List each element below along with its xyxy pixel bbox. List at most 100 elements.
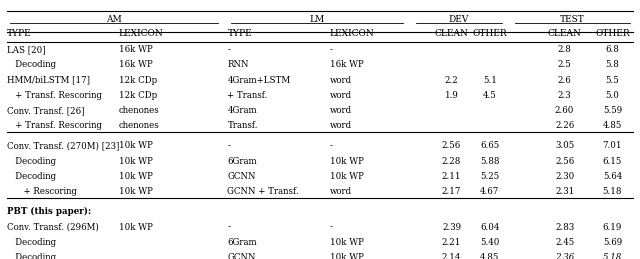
Text: 3.05: 3.05 — [555, 141, 574, 150]
Text: Conv. Transf. (270M) [23]: Conv. Transf. (270M) [23] — [7, 141, 120, 150]
Text: + Transf. Rescoring: + Transf. Rescoring — [7, 91, 102, 100]
Text: CLEAN: CLEAN — [435, 28, 468, 38]
Text: 12k CDp: 12k CDp — [119, 91, 157, 100]
Text: 10k WP: 10k WP — [119, 141, 153, 150]
Text: 2.31: 2.31 — [555, 187, 574, 196]
Text: 7.01: 7.01 — [603, 141, 622, 150]
Text: 10k WP: 10k WP — [330, 253, 364, 259]
Text: 2.36: 2.36 — [555, 253, 574, 259]
Text: 5.8: 5.8 — [605, 60, 620, 69]
Text: 2.6: 2.6 — [557, 76, 572, 84]
Text: 2.26: 2.26 — [555, 121, 574, 130]
Text: chenones: chenones — [119, 121, 159, 130]
Text: 2.45: 2.45 — [555, 238, 574, 247]
Text: 4Gram: 4Gram — [227, 106, 257, 115]
Text: 2.56: 2.56 — [442, 141, 461, 150]
Text: 2.3: 2.3 — [558, 91, 572, 100]
Text: 5.18: 5.18 — [603, 187, 622, 196]
Text: -: - — [227, 141, 230, 150]
Text: 4Gram+LSTM: 4Gram+LSTM — [227, 76, 291, 84]
Text: 5.0: 5.0 — [605, 91, 620, 100]
Text: RNN: RNN — [227, 60, 249, 69]
Text: LM: LM — [309, 15, 324, 24]
Text: AM: AM — [106, 15, 122, 24]
Text: word: word — [330, 106, 352, 115]
Text: 4.5: 4.5 — [483, 91, 497, 100]
Text: -: - — [330, 141, 332, 150]
Text: Transf.: Transf. — [227, 121, 258, 130]
Text: 10k WP: 10k WP — [119, 187, 153, 196]
Text: 5.5: 5.5 — [605, 76, 620, 84]
Text: 4.85: 4.85 — [480, 253, 500, 259]
Text: 10k WP: 10k WP — [119, 172, 153, 181]
Text: -: - — [330, 222, 332, 232]
Text: 6.8: 6.8 — [605, 45, 620, 54]
Text: 6.15: 6.15 — [603, 157, 622, 166]
Text: 16k WP: 16k WP — [330, 60, 364, 69]
Text: 12k CDp: 12k CDp — [119, 76, 157, 84]
Text: Decoding: Decoding — [7, 172, 56, 181]
Text: 6.65: 6.65 — [480, 141, 499, 150]
Text: 5.88: 5.88 — [480, 157, 500, 166]
Text: 2.30: 2.30 — [555, 172, 574, 181]
Text: LEXICON: LEXICON — [119, 28, 164, 38]
Text: Decoding: Decoding — [7, 238, 56, 247]
Text: Decoding: Decoding — [7, 60, 56, 69]
Text: DEV: DEV — [449, 15, 469, 24]
Text: -: - — [330, 45, 332, 54]
Text: + Transf. Rescoring: + Transf. Rescoring — [7, 121, 102, 130]
Text: 10k WP: 10k WP — [330, 238, 364, 247]
Text: 6.19: 6.19 — [603, 222, 622, 232]
Text: word: word — [330, 121, 352, 130]
Text: TEST: TEST — [560, 15, 584, 24]
Text: 5.18: 5.18 — [603, 253, 622, 259]
Text: LEXICON: LEXICON — [330, 28, 374, 38]
Text: Conv. Transf. (296M): Conv. Transf. (296M) — [7, 222, 99, 232]
Text: 2.14: 2.14 — [442, 253, 461, 259]
Text: Conv. Transf. [26]: Conv. Transf. [26] — [7, 106, 84, 115]
Text: 2.5: 2.5 — [557, 60, 572, 69]
Text: chenones: chenones — [119, 106, 159, 115]
Text: HMM/biLSTM [17]: HMM/biLSTM [17] — [7, 76, 90, 84]
Text: 16k WP: 16k WP — [119, 45, 152, 54]
Text: 2.21: 2.21 — [442, 238, 461, 247]
Text: 2.8: 2.8 — [557, 45, 572, 54]
Text: GCNN + Transf.: GCNN + Transf. — [227, 187, 299, 196]
Text: OTHER: OTHER — [472, 28, 507, 38]
Text: -: - — [227, 45, 230, 54]
Text: Decoding: Decoding — [7, 157, 56, 166]
Text: GCNN: GCNN — [227, 172, 256, 181]
Text: 2.60: 2.60 — [555, 106, 574, 115]
Text: LAS [20]: LAS [20] — [7, 45, 45, 54]
Text: word: word — [330, 76, 352, 84]
Text: 6Gram: 6Gram — [227, 238, 257, 247]
Text: 4.67: 4.67 — [480, 187, 499, 196]
Text: OTHER: OTHER — [595, 28, 630, 38]
Text: 6Gram: 6Gram — [227, 157, 257, 166]
Text: 2.17: 2.17 — [442, 187, 461, 196]
Text: 2.28: 2.28 — [442, 157, 461, 166]
Text: 1.9: 1.9 — [445, 91, 458, 100]
Text: 10k WP: 10k WP — [330, 157, 364, 166]
Text: 5.69: 5.69 — [603, 238, 622, 247]
Text: 2.39: 2.39 — [442, 222, 461, 232]
Text: 6.04: 6.04 — [480, 222, 500, 232]
Text: 2.2: 2.2 — [445, 76, 458, 84]
Text: TYPE: TYPE — [7, 28, 32, 38]
Text: 5.64: 5.64 — [603, 172, 622, 181]
Text: -: - — [227, 222, 230, 232]
Text: TYPE: TYPE — [227, 28, 252, 38]
Text: GCNN: GCNN — [227, 253, 256, 259]
Text: 4.85: 4.85 — [603, 121, 622, 130]
Text: + Transf.: + Transf. — [227, 91, 268, 100]
Text: 5.1: 5.1 — [483, 76, 497, 84]
Text: 10k WP: 10k WP — [119, 222, 153, 232]
Text: 16k WP: 16k WP — [119, 60, 152, 69]
Text: CLEAN: CLEAN — [548, 28, 582, 38]
Text: PBT (this paper):: PBT (this paper): — [7, 207, 92, 217]
Text: 2.11: 2.11 — [442, 172, 461, 181]
Text: 5.59: 5.59 — [603, 106, 622, 115]
Text: word: word — [330, 91, 352, 100]
Text: word: word — [330, 187, 352, 196]
Text: + Rescoring: + Rescoring — [7, 187, 77, 196]
